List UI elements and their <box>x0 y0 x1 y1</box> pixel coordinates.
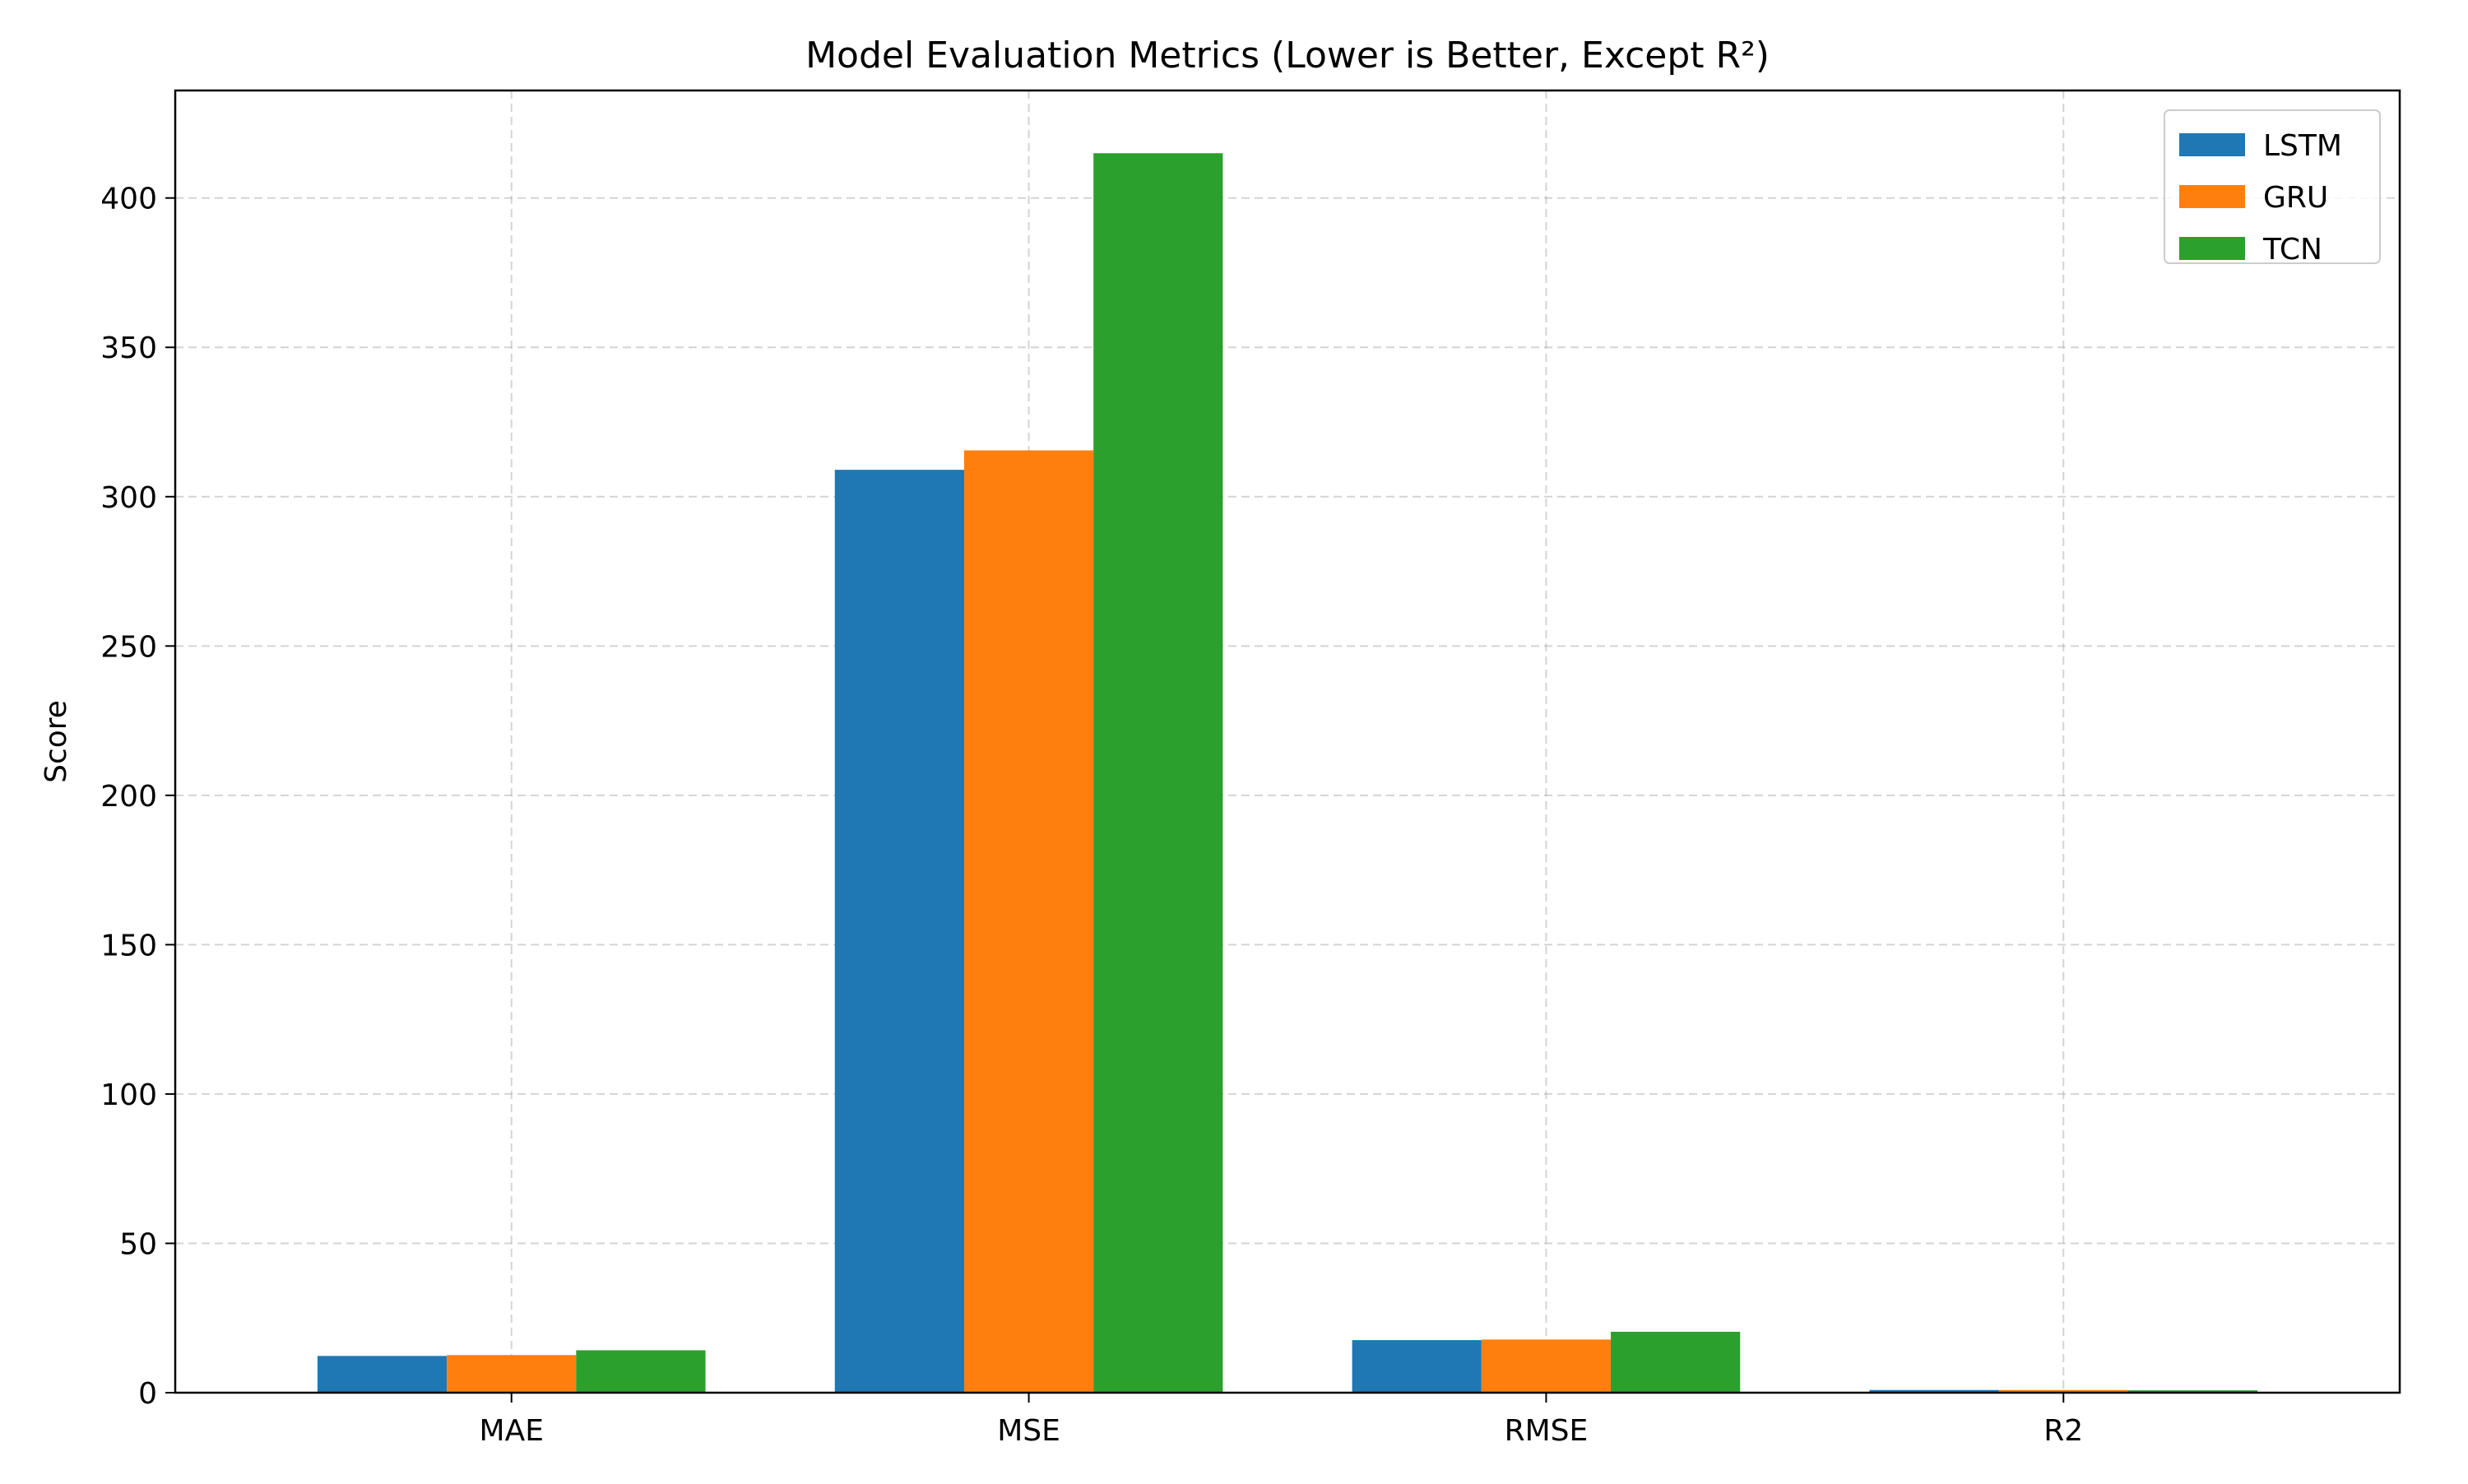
grid-lines <box>175 90 2400 1394</box>
legend-swatch-lstm <box>2179 133 2245 156</box>
y-tick-label: 150 <box>100 929 157 962</box>
x-tick-label: R2 <box>2044 1414 2083 1448</box>
bar-tcn-mse <box>1093 153 1223 1394</box>
plot-frame <box>174 89 2401 1394</box>
bar-tcn-r2 <box>2127 1390 2258 1393</box>
y-tick-label: 0 <box>138 1377 157 1411</box>
bar-gru-mse <box>963 450 1094 1393</box>
bars <box>317 153 2258 1394</box>
bar-tcn-rmse <box>1611 1331 1741 1393</box>
y-axis-label: Score <box>39 700 73 783</box>
y-tick-label: 300 <box>100 481 157 515</box>
x-tick-label: MSE <box>997 1414 1060 1448</box>
y-tick-label: 100 <box>100 1078 157 1112</box>
legend-swatch-tcn <box>2179 237 2245 260</box>
y-tick-label: 400 <box>100 183 157 216</box>
bar-gru-mae <box>447 1355 577 1393</box>
legend-label-tcn: TCN <box>2262 233 2322 267</box>
x-tick-label: RMSE <box>1505 1414 1589 1448</box>
y-tick-label: 50 <box>119 1227 157 1261</box>
axes: 0 50 100 150 200 250 300 350 400 MAE MSE RMSE R2 <box>100 89 2401 1448</box>
x-tick-label: MAE <box>480 1414 544 1448</box>
y-tick-label: 200 <box>100 780 157 814</box>
bar-lstm-mae <box>317 1356 448 1393</box>
bar-lstm-mse <box>834 470 964 1393</box>
bar-gru-r2 <box>1998 1389 2128 1393</box>
bar-gru-rmse <box>1481 1339 1612 1393</box>
chart-title: Model Evaluation Metrics (Lower is Bette… <box>805 35 1770 77</box>
legend: LSTM GRU TCN <box>2164 109 2381 267</box>
legend-swatch-gru <box>2179 185 2245 208</box>
y-tick-label: 350 <box>100 332 157 365</box>
y-tick-label: 250 <box>100 630 157 664</box>
bar-tcn-mae <box>576 1350 706 1393</box>
legend-label-gru: GRU <box>2263 181 2328 215</box>
bar-lstm-rmse <box>1352 1340 1482 1393</box>
legend-label-lstm: LSTM <box>2263 129 2342 163</box>
bar-lstm-r2 <box>1869 1389 1999 1393</box>
